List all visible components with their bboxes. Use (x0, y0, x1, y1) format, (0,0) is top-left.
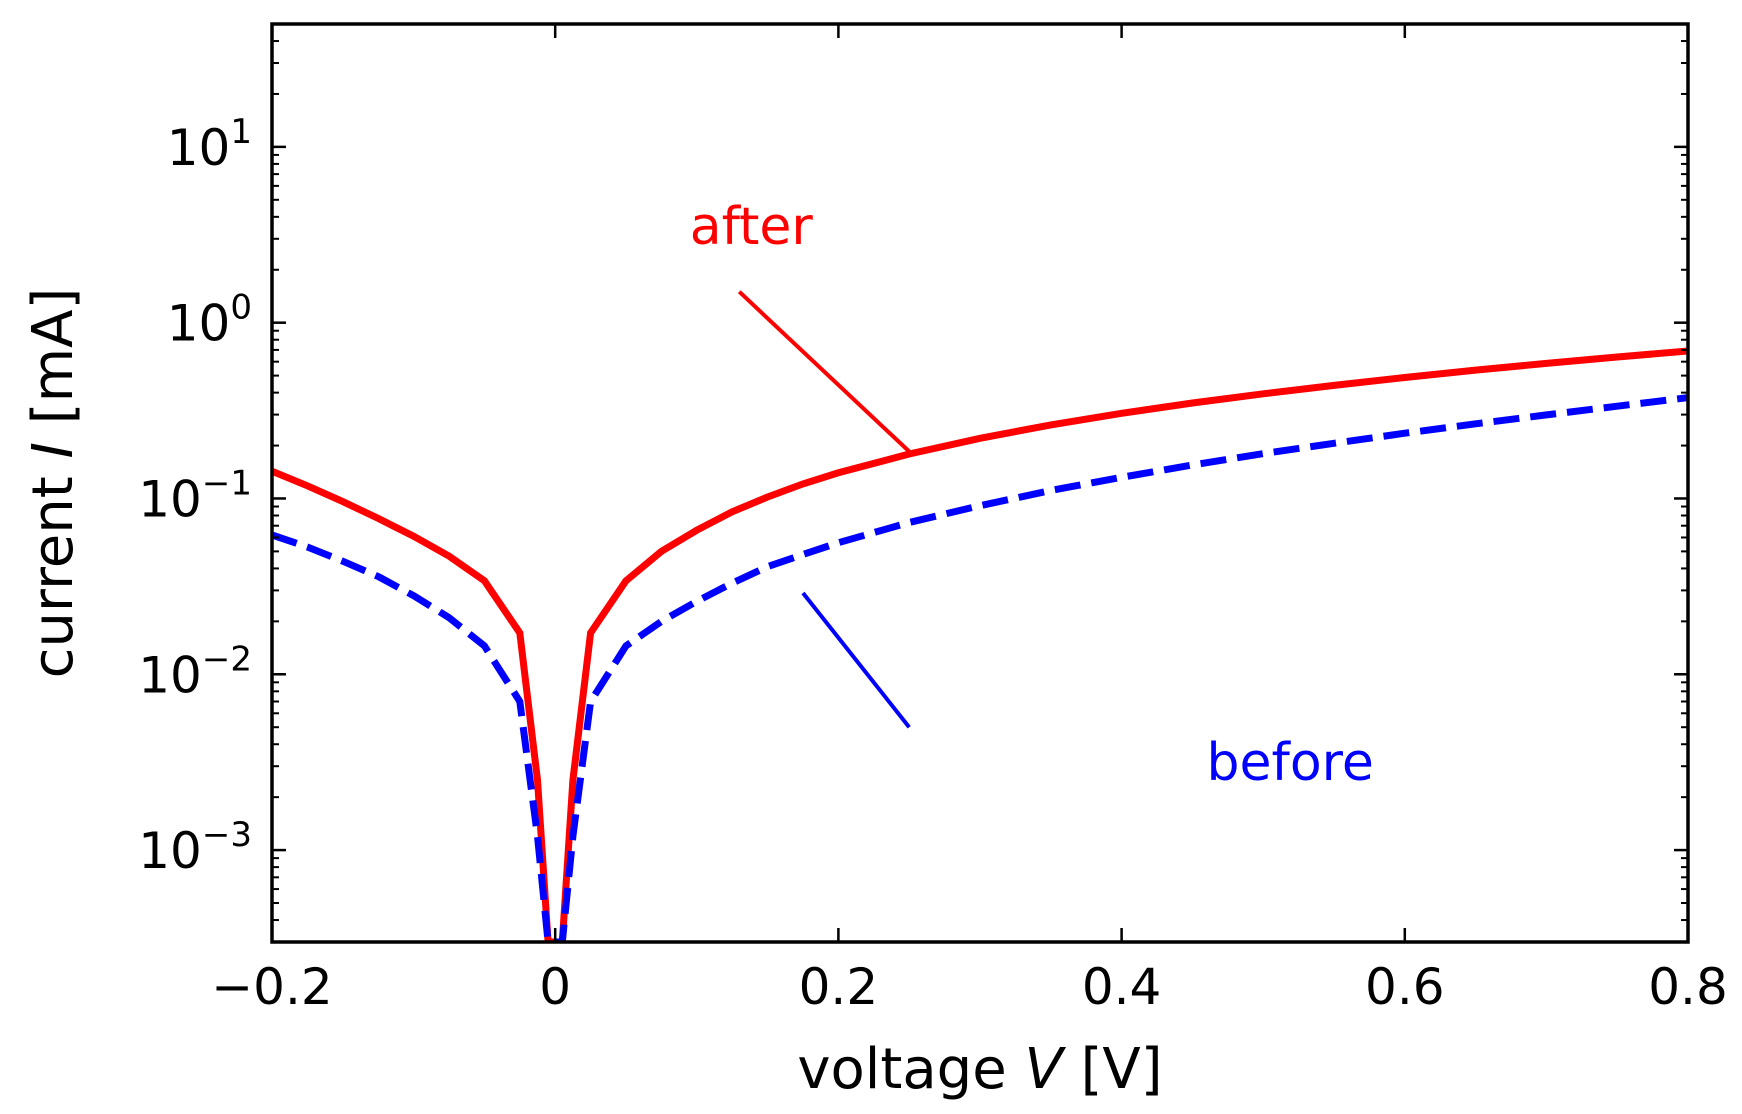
annotation-pointer-before (801, 591, 911, 729)
x-axis-label: voltage V [V] (797, 1037, 1162, 1102)
x-tick-label: 0 (539, 958, 571, 1016)
series-line-after (272, 347, 1688, 942)
x-tick-label: 0.4 (1082, 958, 1162, 1016)
y-tick-label: 10−3 (138, 815, 252, 880)
x-tick-label: 0.8 (1648, 958, 1728, 1016)
series-line-before (272, 394, 1688, 942)
annotation-pointer-after (737, 290, 911, 453)
y-axis-label: current I [mA] (21, 288, 86, 679)
annotation-layer: after before (690, 197, 1374, 793)
plot-frame (270, 22, 1690, 944)
series-layer (272, 347, 1688, 942)
x-tick-label: 0.2 (799, 958, 879, 1016)
y-tick-label: 100 (167, 288, 252, 353)
label-layer: −0.2 0 0.2 0.4 0.6 0.8 10−3 10−2 10−1 100 101 volta… (21, 112, 1728, 1102)
annotation-label-before: before (1207, 733, 1374, 793)
y-tick-label: 10−1 (138, 463, 252, 528)
x-tick-label: −0.2 (211, 958, 332, 1016)
y-tick-label: 10−2 (138, 639, 252, 704)
x-tick-label: 0.6 (1365, 958, 1445, 1016)
y-tick-label: 101 (167, 112, 252, 177)
annotation-label-after: after (690, 197, 814, 257)
